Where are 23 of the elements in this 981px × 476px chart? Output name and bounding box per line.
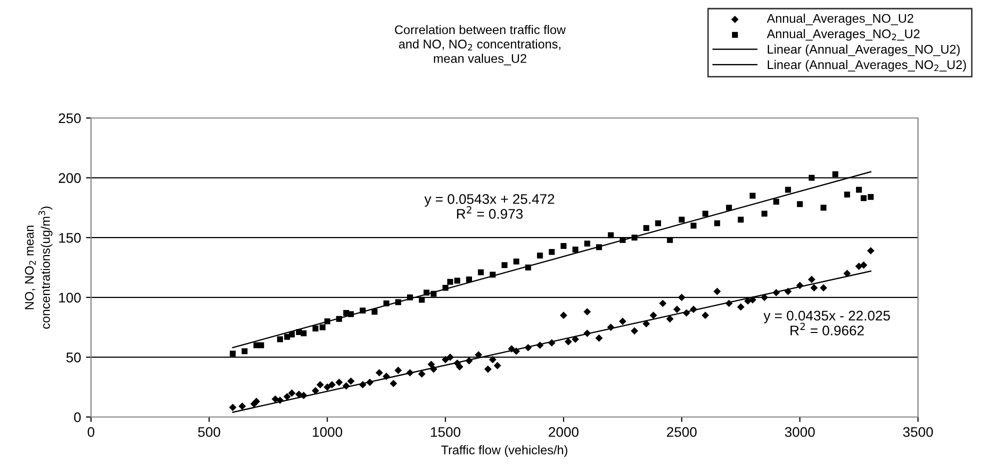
legend-label: Annual_Averages_NO$_{2}$_U2	[766, 29, 920, 41]
y-tick-label: 150	[59, 232, 81, 243]
legend-label: Linear (Annual_Averages_NO$_{2}$_U2)	[768, 60, 966, 72]
chart-title: Correlation between traffic flow and NO, NO$_{2}$ concentrations, mean values_U2	[394, 25, 566, 66]
y-tick-label: 200	[58, 173, 81, 183]
x-tick-label: 1500	[431, 427, 460, 437]
x-axis-title: Traffic flow (vehicles/h)	[441, 445, 568, 457]
y-axis-title: NO, NO$_{2}$ mean concentrations(ug/m$^{3}$)	[24, 206, 52, 329]
x-tick-label: 0	[88, 427, 94, 437]
x-tick-label: 3500	[903, 427, 933, 437]
y-tick-label: 250	[58, 113, 81, 124]
annotation: y = 0.0435x - 22.025 R$^{2}$ = 0.9662	[764, 310, 890, 336]
y-tick-label: 50	[66, 352, 81, 362]
x-tick-label: 500	[198, 427, 220, 437]
x-tick-label: 2500	[666, 427, 697, 437]
x-tick-label: 2000	[548, 427, 578, 437]
legend-label: Linear (Annual_Averages_NO_U2)	[768, 44, 960, 56]
x-tick-label: 3000	[784, 427, 815, 437]
annotation: y = 0.0543x + 25.472 R$^{2}$ = 0.973	[424, 194, 554, 219]
legend-label: Annual_Averages_NO_U2	[766, 14, 914, 26]
y-tick-label: 0	[74, 412, 81, 422]
y-tick-label: 100	[59, 292, 81, 303]
x-tick-label: 1000	[312, 427, 342, 437]
